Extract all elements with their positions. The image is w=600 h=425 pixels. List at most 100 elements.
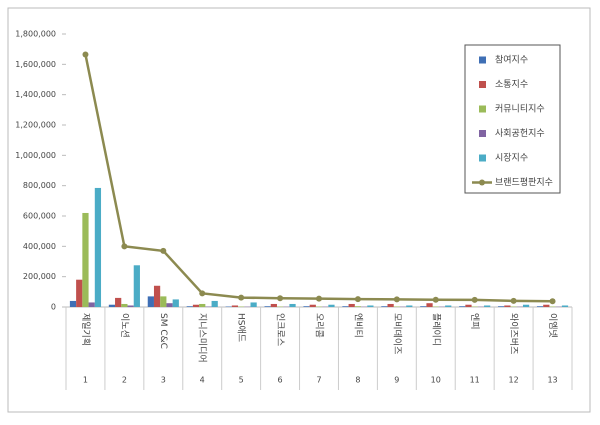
legend-marker — [479, 57, 486, 64]
bar — [406, 305, 412, 307]
bar — [148, 296, 154, 307]
bar — [498, 306, 504, 307]
bar — [367, 305, 373, 307]
line-point — [355, 296, 361, 302]
bar — [166, 303, 172, 307]
rank-label: 10 — [431, 376, 441, 385]
rank-label: 12 — [509, 376, 519, 385]
y-tick-label: 200,000 — [23, 272, 56, 281]
x-tick-label: 인크로스 — [275, 313, 286, 346]
y-tick-label: 1,200,000 — [15, 121, 56, 130]
x-tick-label: 모비데이즈 — [391, 313, 402, 354]
bar — [115, 298, 121, 307]
bar — [89, 302, 95, 307]
bar — [199, 304, 205, 307]
bar — [134, 265, 140, 307]
line-point — [316, 296, 322, 302]
line-point — [394, 296, 400, 302]
y-tick-label: 400,000 — [23, 242, 56, 251]
bar — [562, 305, 568, 307]
y-tick-label: 800,000 — [23, 181, 56, 190]
line-point — [511, 298, 517, 304]
x-tick-label: 오리콤 — [314, 313, 325, 338]
legend-label: 시장지수 — [495, 153, 528, 164]
x-tick-label: 플레이디 — [430, 313, 441, 346]
legend-label: 사회공헌지수 — [495, 128, 545, 139]
bar — [445, 305, 451, 307]
bar — [154, 286, 160, 307]
bar — [426, 303, 432, 307]
x-tick-label: 와이즈버즈 — [508, 313, 520, 354]
bar — [173, 299, 179, 307]
x-tick-label: 엔비티 — [352, 313, 363, 338]
legend-marker — [479, 180, 485, 186]
bar — [420, 306, 426, 307]
rank-label: 6 — [278, 376, 283, 385]
y-tick-label: 600,000 — [23, 212, 56, 221]
bar — [355, 306, 361, 307]
bar — [381, 306, 387, 307]
bar — [95, 188, 101, 307]
bar — [271, 304, 277, 307]
bar — [127, 305, 133, 307]
bar — [76, 280, 82, 307]
bar — [250, 302, 256, 307]
y-tick-label: 1,400,000 — [15, 90, 56, 99]
bar — [459, 306, 465, 307]
rank-label: 9 — [394, 376, 399, 385]
line-point — [550, 298, 556, 304]
rank-label: 1 — [83, 376, 88, 385]
bar — [121, 304, 127, 307]
bar — [303, 306, 309, 307]
rank-label: 2 — [122, 376, 127, 385]
legend-label: 커뮤니티지수 — [495, 104, 545, 115]
bar — [504, 305, 510, 307]
bar — [388, 304, 394, 307]
bar — [289, 304, 295, 307]
x-tick-label: 이노션 — [119, 313, 130, 338]
bar — [523, 305, 529, 307]
line-point — [160, 248, 166, 254]
x-tick-label: 제일기획 — [80, 313, 92, 346]
rank-label: 3 — [161, 376, 166, 385]
y-tick-label: 0 — [51, 303, 56, 312]
legend-box — [465, 45, 560, 193]
legend-marker — [479, 106, 486, 113]
rank-label: 8 — [355, 376, 360, 385]
bar — [465, 305, 471, 307]
y-tick-label: 1,000,000 — [15, 151, 56, 160]
legend-marker — [479, 81, 486, 88]
line-point — [472, 297, 478, 303]
legend-label: 소통지수 — [495, 79, 528, 90]
y-tick-label: 1,800,000 — [15, 30, 56, 39]
bar — [187, 306, 193, 307]
line-point — [121, 243, 127, 249]
bar — [212, 301, 218, 307]
legend-marker — [479, 155, 486, 162]
rank-label: 13 — [547, 376, 557, 385]
line-point — [199, 290, 205, 296]
bar — [160, 296, 166, 307]
line-point — [82, 51, 88, 57]
bar — [328, 305, 334, 307]
line-point — [277, 295, 283, 301]
bar — [265, 306, 271, 307]
bar — [310, 305, 316, 307]
rank-label: 4 — [200, 376, 205, 385]
rank-label: 7 — [316, 376, 321, 385]
bar — [349, 304, 355, 307]
rank-label: 11 — [470, 376, 480, 385]
x-tick-label: SM C&C — [158, 313, 168, 349]
bar — [109, 305, 115, 307]
x-tick-label: HS애드 — [236, 313, 247, 342]
rank-label: 5 — [239, 376, 244, 385]
line-point — [238, 295, 244, 301]
y-tick-label: 1,600,000 — [15, 60, 56, 69]
bar — [82, 213, 88, 307]
legend-label: 참여지수 — [495, 54, 528, 66]
legend-label: 브랜드평판지수 — [495, 177, 553, 188]
bar — [70, 301, 76, 307]
x-tick-label: 엔피 — [469, 313, 480, 330]
bar — [232, 305, 238, 307]
